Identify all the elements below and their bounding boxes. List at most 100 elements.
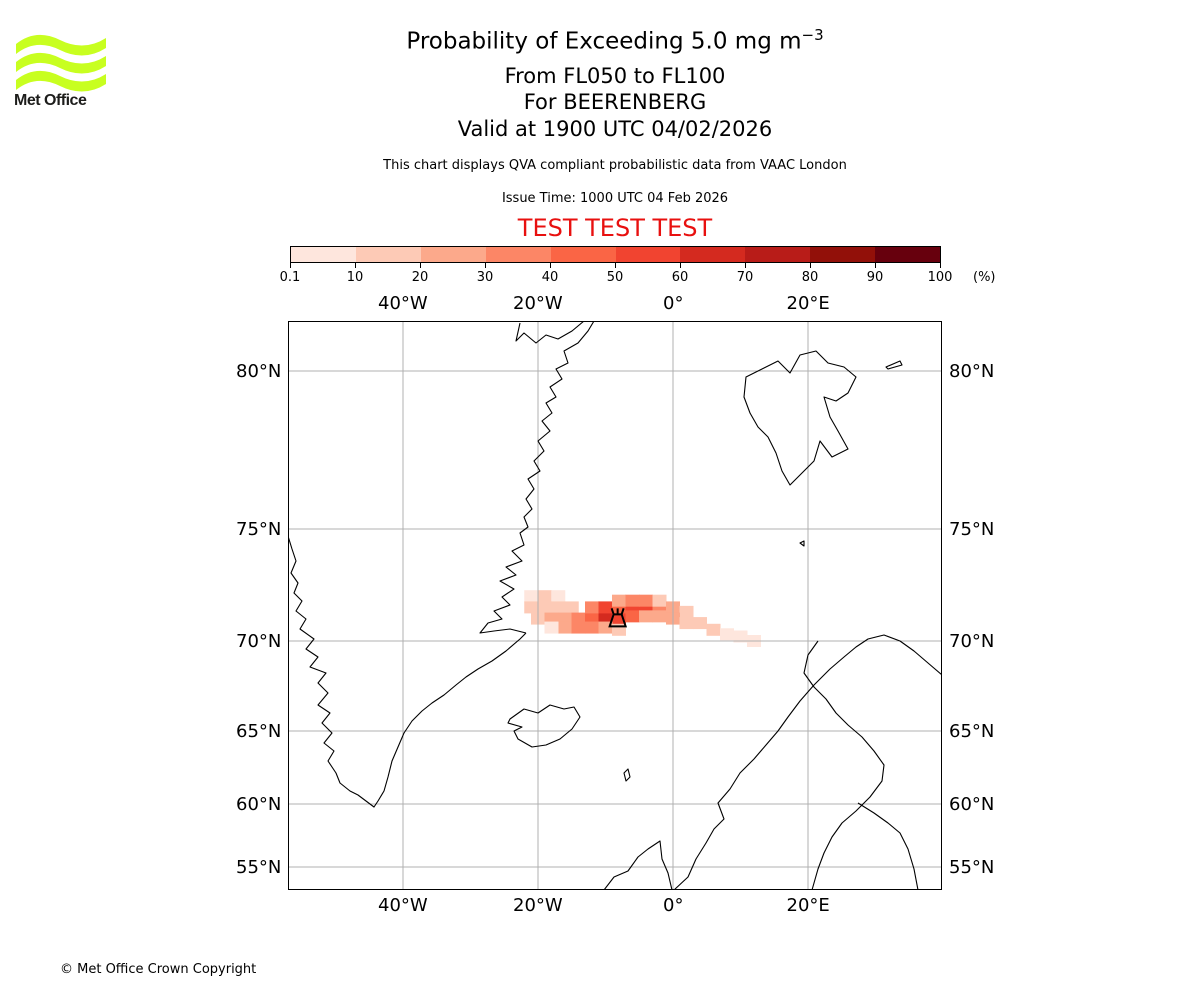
plume-cell xyxy=(551,590,566,603)
plume-cell xyxy=(585,601,599,614)
lat-label-right: 75°N xyxy=(949,518,995,540)
plume-cell xyxy=(693,617,707,630)
lon-label-bottom: 40°W xyxy=(378,894,428,916)
graticule xyxy=(288,321,942,890)
lat-label-right: 70°N xyxy=(949,630,995,652)
plume-cell xyxy=(571,621,586,634)
greenland-coast xyxy=(288,321,595,808)
colorbar-tick-mark xyxy=(550,263,551,268)
colorbar-tick-mark xyxy=(680,263,681,268)
lon-label-bottom: 20°E xyxy=(786,894,830,916)
colorbar-swatch xyxy=(745,247,811,262)
colorbar-tick-mark xyxy=(940,263,941,268)
logo-text: Met Office xyxy=(14,92,87,109)
plume-cell xyxy=(544,621,559,634)
lat-label-left: 70°N xyxy=(236,630,282,652)
colorbar-tick-label: 90 xyxy=(866,270,884,285)
volcano-name: For BEERENBERG xyxy=(523,90,707,114)
colorbar-swatch xyxy=(550,247,616,262)
lon-label-bottom: 20°W xyxy=(513,894,563,916)
colorbar xyxy=(290,246,941,263)
map-frame xyxy=(288,321,942,890)
colorbar-swatch xyxy=(355,247,421,262)
colorbar-tick-mark xyxy=(745,263,746,268)
lat-label-left: 75°N xyxy=(236,518,282,540)
plume-cell xyxy=(551,601,566,614)
chart-title: Probability of Exceeding 5.0 mg m−3 xyxy=(406,26,824,55)
colorbar-tick-mark xyxy=(615,263,616,268)
colorbar-tick-label: 100 xyxy=(927,270,953,285)
colorbar-tick-label: 80 xyxy=(801,270,819,285)
copyright: © Met Office Crown Copyright xyxy=(60,962,257,977)
lon-label-top: 0° xyxy=(663,292,684,314)
colorbar-swatch xyxy=(420,247,486,262)
lat-label-right: 80°N xyxy=(949,360,995,382)
plume-cell xyxy=(733,630,748,643)
colorbar-tick-label: 50 xyxy=(606,270,624,285)
colorbar-tick-mark xyxy=(875,263,876,268)
colorbar-swatch xyxy=(810,247,876,262)
colorbar-tick-label: 40 xyxy=(541,270,559,285)
lat-label-left: 80°N xyxy=(236,360,282,382)
plume-cell xyxy=(706,623,721,636)
iceland-coast xyxy=(507,704,581,748)
map xyxy=(288,321,942,890)
plume-cell xyxy=(598,621,613,634)
plume-cell xyxy=(585,621,599,634)
uk-coast xyxy=(603,840,673,890)
volcano-icon xyxy=(608,608,628,628)
valid-time: Valid at 1900 UTC 04/02/2026 xyxy=(457,117,773,141)
issue-time: Issue Time: 1000 UTC 04 Feb 2026 xyxy=(501,191,729,206)
plume-cell xyxy=(564,601,579,614)
met-office-logo xyxy=(16,34,106,92)
scandinavia-coast xyxy=(673,634,942,890)
franz-josef xyxy=(885,360,903,370)
test-banner: TEST TEST TEST xyxy=(517,214,713,242)
plume-layer xyxy=(524,590,761,647)
lat-label-left: 60°N xyxy=(236,793,282,815)
colorbar-swatch xyxy=(485,247,551,262)
plume-cell xyxy=(639,610,653,623)
colorbar-tick-label: 60 xyxy=(671,270,689,285)
lat-label-right: 65°N xyxy=(949,720,995,742)
level-range: From FL050 to FL100 xyxy=(504,64,726,88)
plume-cell xyxy=(625,610,640,623)
chart-description: This chart displays QVA compliant probab… xyxy=(383,158,847,173)
colorbar-tick-label: 0.1 xyxy=(279,270,301,285)
lon-label-bottom: 0° xyxy=(663,894,684,916)
lat-label-left: 65°N xyxy=(236,720,282,742)
plume-cell xyxy=(537,590,552,603)
lat-label-left: 55°N xyxy=(236,856,282,878)
faroe-coast xyxy=(623,768,631,782)
colorbar-swatch xyxy=(615,247,681,262)
plume-cell xyxy=(652,594,667,607)
plume-cell xyxy=(524,590,539,603)
colorbar-tick-mark xyxy=(290,263,291,268)
plume-cell xyxy=(524,601,539,614)
plume-cell xyxy=(598,601,613,614)
colorbar-tick-label: 10 xyxy=(346,270,364,285)
plume-cell xyxy=(639,594,653,607)
colorbar-swatch xyxy=(875,247,941,262)
colorbar-unit: (%) xyxy=(973,270,996,285)
coastlines xyxy=(288,321,942,890)
lat-label-right: 55°N xyxy=(949,856,995,878)
colorbar-tick-label: 20 xyxy=(411,270,429,285)
colorbar-tick-label: 30 xyxy=(476,270,494,285)
plume-cell xyxy=(558,621,572,634)
colorbar-swatch xyxy=(291,247,356,262)
colorbar-tick-mark xyxy=(810,263,811,268)
colorbar-tick-mark xyxy=(355,263,356,268)
colorbar-tick-label: 70 xyxy=(736,270,754,285)
colorbar-tick-mark xyxy=(420,263,421,268)
jan-mayen xyxy=(799,540,805,547)
colorbar-tick-mark xyxy=(485,263,486,268)
lat-label-right: 60°N xyxy=(949,793,995,815)
plume-cell xyxy=(625,594,640,607)
colorbar-swatch xyxy=(680,247,746,262)
svalbard-coast xyxy=(743,350,857,486)
plume-cell xyxy=(652,610,667,623)
plume-cell xyxy=(612,594,626,607)
plume-cell xyxy=(720,628,734,641)
lon-label-top: 40°W xyxy=(378,292,428,314)
